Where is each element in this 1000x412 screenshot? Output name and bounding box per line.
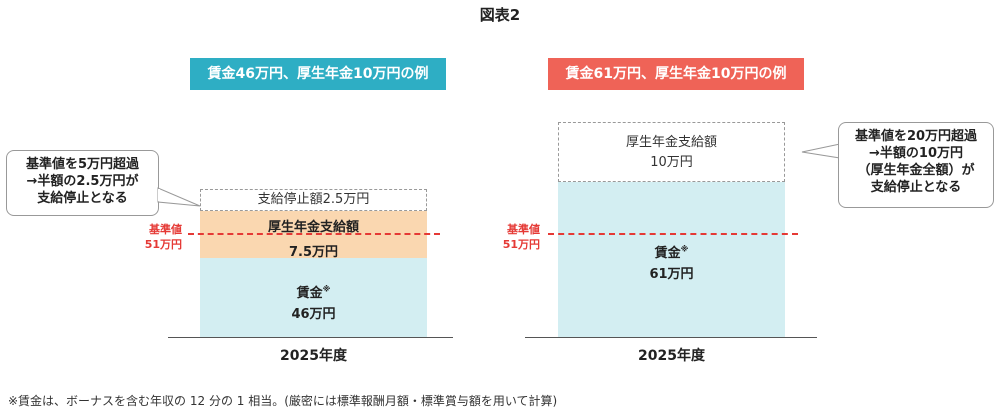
right-pension-box: 厚生年金支給額 10万円 [558, 122, 785, 182]
left-reference-name: 基準値 [149, 223, 182, 236]
right-callout-line: （厚生年金全額）が [857, 163, 975, 178]
left-wage-value: 46万円 [291, 307, 336, 322]
left-callout-line: 支給停止となる [37, 191, 128, 206]
right-wage-value: 61万円 [649, 267, 694, 282]
right-callout-pointer [801, 143, 841, 159]
right-year-label: 2025年度 [638, 348, 705, 364]
right-callout-line: →半額の10万円 [869, 146, 963, 161]
right-pension-value: 10万円 [650, 155, 693, 170]
left-callout: 基準値を5万円超過 →半額の2.5万円が 支給停止となる [6, 150, 159, 216]
right-wage-label: 賃金 [654, 246, 681, 261]
left-wage-label: 賃金 [296, 286, 323, 301]
right-wage-note-mark: ※ [680, 244, 689, 254]
footnote: ※賃金は、ボーナスを含む年収の 12 分の 1 相当。(厳密には標準報酬月額・標… [8, 394, 558, 408]
left-callout-line: →半額の2.5万円が [26, 174, 139, 189]
right-callout: 基準値を20万円超過 →半額の10万円 （厚生年金全額）が 支給停止となる [838, 122, 994, 208]
left-reference-line [188, 233, 440, 235]
right-pension-label: 厚生年金支給額 [625, 135, 717, 150]
left-wage-segment: 賃金※ 46万円 [200, 258, 427, 337]
left-stopped-box: 支給停止額2.5万円 [200, 189, 427, 211]
right-callout-line: 支給停止となる [870, 180, 962, 195]
left-callout-line: 基準値を5万円超過 [25, 157, 140, 172]
left-year-label: 2025年度 [280, 348, 347, 364]
right-baseline [525, 337, 817, 338]
figure-title: 図表2 [479, 6, 521, 24]
left-pension-value: 7.5万円 [288, 245, 339, 260]
right-reference-name: 基準値 [507, 223, 540, 236]
right-wage-segment: 賃金※ 61万円 [558, 182, 785, 337]
left-reference-label: 基準値 51万円 [132, 222, 182, 252]
right-reference-label: 基準値 51万円 [490, 222, 540, 252]
left-wage-note-mark: ※ [322, 284, 331, 294]
left-banner: 賃金46万円、厚生年金10万円の例 [190, 58, 446, 90]
right-reference-value: 51万円 [502, 238, 540, 251]
left-baseline [168, 337, 453, 338]
left-callout-pointer [157, 187, 201, 207]
right-callout-line: 基準値を20万円超過 [854, 129, 978, 144]
left-reference-value: 51万円 [144, 238, 182, 251]
right-banner: 賃金61万円、厚生年金10万円の例 [548, 58, 804, 90]
left-pension-label: 厚生年金支給額 [267, 220, 359, 235]
right-reference-line [548, 233, 798, 235]
